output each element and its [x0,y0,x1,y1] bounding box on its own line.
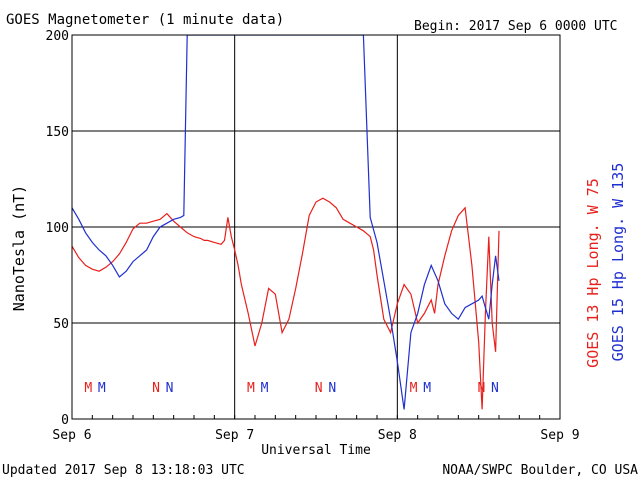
marker-m: M [261,381,269,396]
y-tick-label: 150 [46,125,69,140]
footer-updated: Updated 2017 Sep 8 13:18:03 UTC [2,463,245,478]
x-axis-label: Universal Time [261,443,371,458]
series-line-goes13 [72,197,500,410]
marker-n: N [491,381,499,396]
series-line-goes15 [72,35,500,410]
x-tick-label: Sep 8 [378,428,417,443]
x-tick-label: Sep 9 [540,428,579,443]
marker-n: N [328,381,336,396]
x-tick-label: Sep 7 [215,428,254,443]
marker-m: M [247,381,255,396]
marker-n: N [166,381,174,396]
marker-m: M [84,381,92,396]
axis-ticks: 0 50 100 150 200 Sep 6 Sep 7 Sep 8 Sep 9 [46,29,580,443]
grid-lines [72,35,560,419]
y-axis-label: NanoTesla (nT) [10,185,28,311]
marker-n: N [152,381,160,396]
legend-goes13: GOES 13 Hp Long. W 75 [584,178,602,368]
series-layer [72,35,500,410]
x-tick-label: Sep 6 [52,428,91,443]
y-tick-label: 50 [53,317,69,332]
chart-title: GOES Magnetometer (1 minute data) [6,12,284,28]
y-tick-label: 100 [46,221,69,236]
marker-m: M [423,381,431,396]
legend-goes15: GOES 15 Hp Long. W 135 [609,163,627,362]
marker-m: M [98,381,106,396]
marker-n: N [477,381,485,396]
marker-n: N [315,381,323,396]
y-tick-label: 200 [46,29,69,44]
begin-label: Begin: 2017 Sep 6 0000 UTC [414,19,618,34]
marker-m: M [410,381,418,396]
footer-source: NOAA/SWPC Boulder, CO USA [442,463,638,478]
y-tick-label: 0 [61,413,69,428]
